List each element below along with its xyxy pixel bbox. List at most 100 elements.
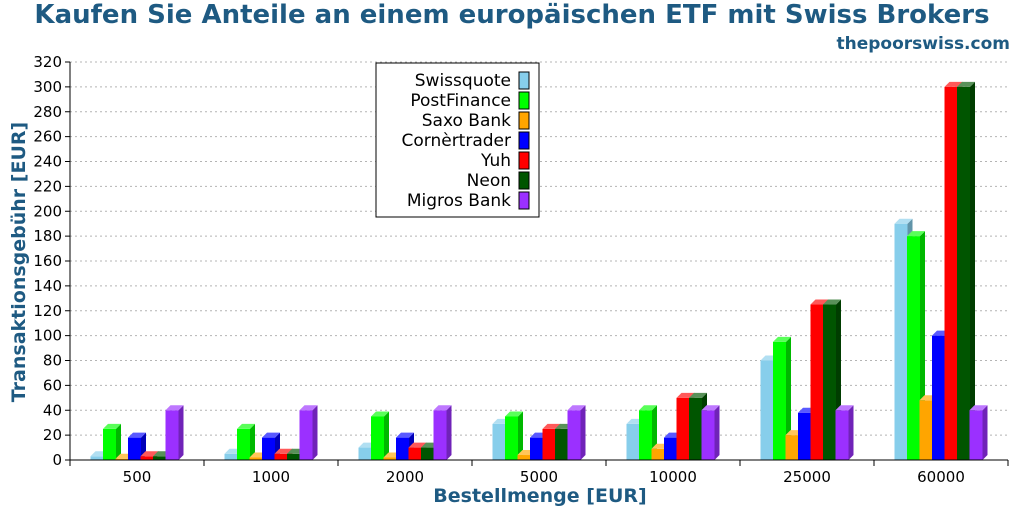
bar-front [823,304,836,460]
bar [773,336,791,460]
x-tick-label: 1000 [252,468,290,486]
bar-side [970,81,975,460]
bar-front [299,410,313,460]
bar-front [907,236,920,460]
y-tick-label: 20 [43,426,62,444]
bar-front [760,360,774,460]
bar-front [639,410,652,460]
bar-side [116,423,121,460]
bar-front [153,456,166,460]
bar-front [567,410,581,460]
x-tick-label: 10000 [649,468,697,486]
bar-front [396,437,409,460]
y-tick-label: 320 [33,53,62,71]
bar-front [517,455,531,460]
bar-front [358,447,372,460]
x-tick-label: 5000 [520,468,558,486]
bar-top [128,432,146,438]
bar-side [384,411,389,460]
bar-top [433,405,452,411]
legend-box [375,62,540,218]
bar-top [676,392,695,398]
bar-front [165,410,179,460]
bar-top [639,405,657,411]
bar-top [957,81,975,87]
y-tick-label: 280 [33,103,62,121]
bar-front [371,416,384,460]
bar-front [626,423,640,460]
bar-side [714,405,720,460]
bar-side [786,336,791,460]
bar-front [894,223,908,460]
bar [237,423,255,460]
legend-swatch [518,131,530,150]
y-tick-label: 140 [33,277,62,295]
chart-title: Kaufen Sie Anteile an einem europäischen… [34,0,990,30]
bar-top [894,218,913,224]
legend-label: Yuh [480,151,511,171]
bar-front [689,397,702,460]
bar-front [957,86,970,460]
bar-front [128,437,141,460]
bar-side [848,405,854,460]
bar-front [932,335,945,460]
bar-top [371,411,389,417]
bar [835,405,854,460]
bar-top [835,405,854,411]
bar-front [810,304,824,460]
bar-front [492,423,506,460]
bar-front [785,435,799,460]
y-tick-label: 220 [33,177,62,195]
y-tick-label: 100 [33,327,62,345]
legend-swatch [518,91,530,110]
bar-front [651,448,665,460]
bar-side [312,405,318,460]
bar [128,432,146,460]
bar-top [810,299,829,305]
bar-front [542,428,556,460]
y-tick-label: 120 [33,302,62,320]
bar-top [396,432,414,438]
y-tick-label: 60 [43,376,62,394]
bar-front [287,453,300,460]
bar-top [103,423,121,429]
bar [969,405,988,460]
bar [505,411,523,460]
x-axis-label: Bestellmenge [EUR] [433,485,646,507]
bar [433,405,452,460]
bar-side [446,405,452,460]
legend-label: Saxo Bank [422,111,511,131]
bar-front [505,416,518,460]
y-tick-label: 200 [33,202,62,220]
bar [103,423,121,460]
bar-front [676,397,690,460]
bar-front [237,428,250,460]
bar-front [262,437,275,460]
legend-swatch [518,191,530,210]
y-tick-label: 0 [52,451,62,469]
bar-side [178,405,184,460]
bar-front [701,410,715,460]
bar-top [165,405,184,411]
bar-top [701,405,720,411]
axes: 0 20 40 60 80 100 120 140 160 180 200 220 240 260 280 3… [33,53,1009,486]
bar-front [835,410,849,460]
y-tick-label: 240 [33,153,62,171]
bar-top [773,336,791,342]
bar-group [90,81,988,460]
legend-swatch [518,111,530,130]
bar-top [969,405,988,411]
bar [299,405,318,460]
bar-top [408,442,427,448]
bar-side [982,405,988,460]
bar-front [224,453,238,460]
bar-top [262,432,280,438]
bar-top [542,423,561,429]
bar-front [555,428,568,460]
y-tick-label: 260 [33,128,62,146]
legend-label: Cornèrtrader [402,131,512,151]
bar-side [250,423,255,460]
bar-top [567,405,586,411]
legend-label: Migros Bank [407,191,511,211]
